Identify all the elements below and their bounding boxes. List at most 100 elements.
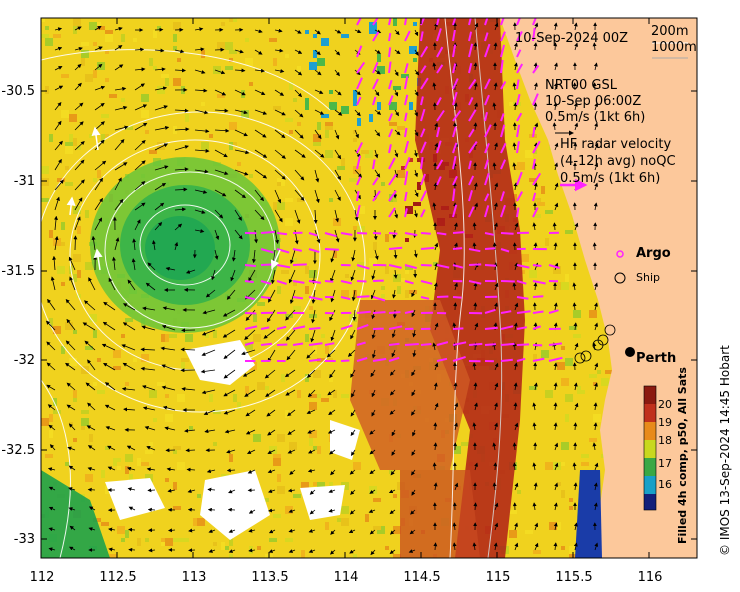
velocity-arrow: [408, 549, 416, 553]
velocity-arrow: [194, 47, 205, 52]
sst-pixel: [73, 138, 77, 146]
hf-arrow: [388, 144, 392, 154]
sst-pixel: [165, 394, 169, 398]
velocity-arrow: [512, 142, 517, 151]
velocity-arrow: [54, 85, 64, 91]
sst-pixel: [313, 50, 317, 58]
velocity-arrow: [514, 482, 519, 491]
sst-pixel: [405, 290, 409, 298]
velocity-arrow: [334, 29, 342, 34]
sst-pixel: [341, 394, 349, 398]
velocity-arrow: [194, 148, 210, 153]
sst-pixel: [145, 130, 149, 134]
velocity-arrow: [65, 298, 76, 311]
velocity-arrow: [594, 462, 599, 471]
sst-pixel: [409, 158, 413, 162]
hf-arrow: [388, 173, 397, 186]
velocity-arrow: [245, 309, 256, 322]
velocity-arrow: [349, 469, 356, 475]
sst-pixel: [249, 82, 253, 86]
velocity-arrow: [452, 542, 457, 551]
velocity-arrow: [294, 89, 303, 98]
velocity-arrow: [68, 465, 76, 471]
hf-arrow: [308, 358, 321, 362]
hf-arrow: [388, 157, 396, 170]
sst-pixel: [305, 106, 309, 110]
velocity-arrow: [329, 309, 336, 322]
hf-arrow: [404, 76, 409, 90]
sst-pixel: [129, 474, 133, 482]
velocity-arrow: [514, 422, 519, 431]
velocity-arrow: [142, 406, 156, 411]
sst-pixel: [173, 78, 181, 86]
velocity-arrow: [174, 241, 179, 251]
velocity-arrow: [572, 462, 577, 471]
velocity-arrow: [205, 289, 216, 298]
velocity-arrow: [87, 445, 96, 451]
sst-pixel: [113, 350, 121, 358]
sst-pixel: [229, 538, 233, 546]
velocity-arrow: [433, 442, 438, 451]
sst-pixel: [185, 114, 189, 122]
velocity-arrow: [512, 162, 517, 171]
hf-arrow: [452, 91, 458, 106]
sst-pixel: [385, 266, 389, 274]
velocity-arrow: [74, 63, 82, 71]
sst-pixel: [381, 294, 385, 298]
hf-arrow: [484, 172, 490, 186]
velocity-arrow: [389, 409, 396, 415]
velocity-arrow: [214, 149, 228, 158]
hf-arrow: [484, 193, 490, 202]
velocity-arrow: [414, 109, 419, 117]
velocity-arrow: [533, 182, 538, 191]
hf-arrow: [516, 171, 523, 186]
sst-pixel: [213, 66, 221, 74]
velocity-arrow: [534, 522, 539, 531]
sst-pixel: [285, 54, 289, 58]
velocity-arrow: [67, 446, 76, 451]
sst-pixel: [389, 122, 397, 126]
velocity-arrow: [410, 509, 416, 515]
hf-arrow: [484, 159, 489, 170]
velocity-arrow: [492, 442, 497, 451]
velocity-arrow: [414, 189, 419, 198]
velocity-arrow: [54, 66, 63, 71]
hf-arrow: [532, 64, 540, 74]
velocity-arrow: [48, 486, 56, 491]
velocity-arrow: [114, 198, 124, 211]
hf-arrow: [404, 208, 408, 218]
velocity-arrow: [49, 444, 56, 451]
sst-pixel: [277, 182, 281, 186]
sst-pixel: [273, 106, 281, 110]
velocity-arrow: [393, 249, 398, 259]
hf-arrow: [484, 124, 492, 138]
velocity-arrow: [234, 209, 242, 221]
velocity-arrow: [245, 429, 256, 435]
velocity-arrow: [534, 542, 539, 551]
velocity-arrow: [369, 429, 376, 435]
hf-arrow: [500, 280, 515, 283]
xtick-label: 113.5: [251, 570, 289, 585]
velocity-arrow: [350, 449, 356, 456]
hf-arrow: [420, 343, 432, 346]
velocity-arrow: [374, 69, 381, 75]
hf-arrow: [436, 97, 442, 106]
velocity-arrow: [594, 542, 599, 551]
velocity-arrow: [294, 129, 304, 139]
velocity-arrow: [352, 309, 357, 321]
velocity-arrow: [214, 229, 220, 241]
velocity-arrow: [223, 349, 236, 359]
hf-arrow: [372, 311, 386, 314]
velocity-arrow: [314, 149, 325, 158]
hf-arrow: [548, 342, 563, 346]
hf-arrow: [500, 124, 506, 138]
velocity-arrow: [389, 509, 396, 515]
hf-arrow: [500, 342, 515, 346]
cloud-gap: [200, 470, 270, 540]
hf-arrow: [388, 61, 392, 74]
velocity-arrow: [414, 69, 420, 76]
velocity-arrow: [554, 442, 559, 451]
hf-arrow: [468, 190, 473, 202]
velocity-arrow: [329, 369, 336, 379]
velocity-arrow: [134, 139, 146, 151]
